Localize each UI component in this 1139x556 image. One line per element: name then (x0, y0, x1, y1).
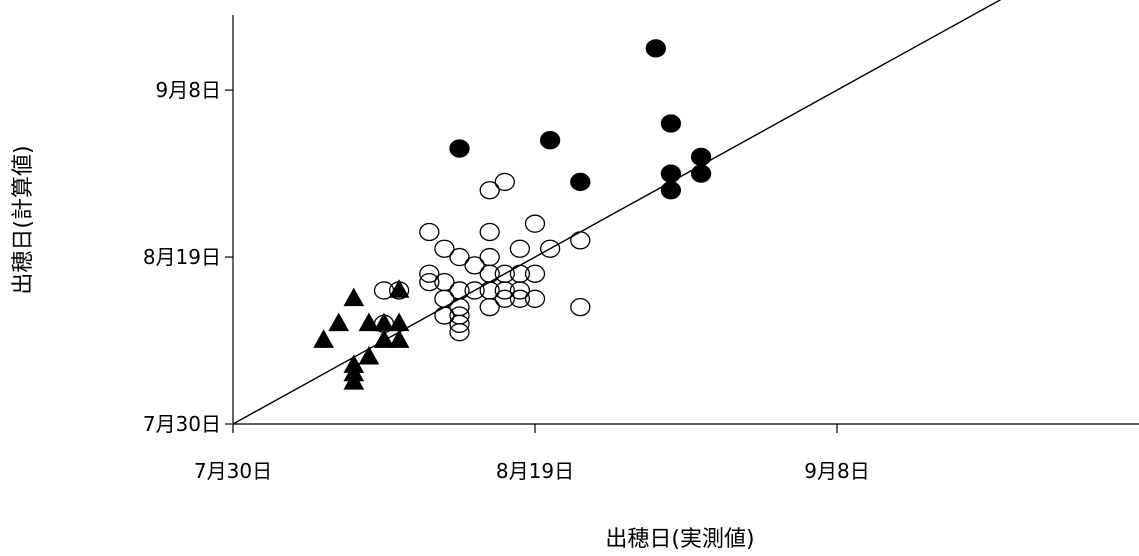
data-point (449, 323, 470, 342)
data-point (479, 297, 500, 317)
data-point (494, 289, 515, 308)
data-point (660, 181, 682, 200)
y-tick-label: 7月30日 (143, 412, 221, 436)
data-point (449, 314, 470, 333)
data-point (570, 297, 591, 317)
y-tick-label: 9月8日 (156, 78, 221, 102)
data-point (524, 264, 546, 283)
data-point (524, 289, 546, 308)
data-point (328, 312, 350, 332)
y-axis: 7月30日 8月19日 9月8日 (143, 15, 234, 436)
data-point (434, 289, 455, 308)
data-point (690, 147, 712, 167)
data-point (388, 279, 410, 298)
data-point (373, 281, 395, 300)
data-point (449, 139, 470, 158)
data-point (373, 329, 395, 348)
data-point (434, 239, 455, 258)
data-point (494, 281, 515, 300)
y-axis-title: 出穂日(計算値) (11, 145, 36, 294)
data-point (479, 222, 500, 242)
data-point (660, 164, 682, 183)
series-circle-filled (449, 39, 712, 200)
data-point (539, 239, 561, 258)
data-point (479, 264, 500, 283)
data-point (479, 181, 500, 200)
data-point (509, 281, 531, 300)
data-point (313, 329, 334, 348)
data-point (509, 264, 531, 283)
x-axis-title: 出穂日(実測値) (605, 527, 754, 552)
data-point (479, 281, 500, 300)
x-tick-label: 7月30日 (194, 459, 272, 483)
data-point (373, 314, 395, 333)
data-point (388, 329, 410, 348)
data-point (645, 39, 666, 58)
data-point (660, 114, 682, 133)
data-point (343, 287, 365, 307)
data-point (434, 272, 455, 292)
data-point (449, 247, 470, 267)
x-tick-label: 8月19日 (496, 459, 574, 483)
data-point (539, 131, 561, 150)
data-point (690, 164, 712, 183)
data-point (358, 345, 380, 365)
data-point (434, 306, 455, 325)
data-point (494, 172, 515, 192)
data-point (388, 281, 410, 300)
series-triangle-filled (313, 279, 410, 390)
data-point (419, 272, 440, 292)
data-point (343, 371, 365, 390)
x-tick-label: 9月8日 (804, 459, 869, 483)
data-point (358, 312, 380, 332)
data-point (449, 281, 470, 300)
data-point (419, 264, 440, 283)
x-axis: 7月30日 8月19日 9月8日 (194, 423, 1139, 483)
data-point (524, 214, 546, 233)
data-point (479, 247, 500, 267)
data-point (419, 222, 440, 242)
data-points (313, 39, 712, 390)
data-point (570, 231, 591, 250)
data-point (464, 256, 485, 275)
data-point (570, 172, 591, 192)
data-point (464, 281, 485, 300)
data-point (509, 289, 531, 308)
y-tick-label: 8月19日 (143, 245, 221, 269)
series-circle-open (373, 172, 591, 342)
data-point (509, 239, 531, 258)
